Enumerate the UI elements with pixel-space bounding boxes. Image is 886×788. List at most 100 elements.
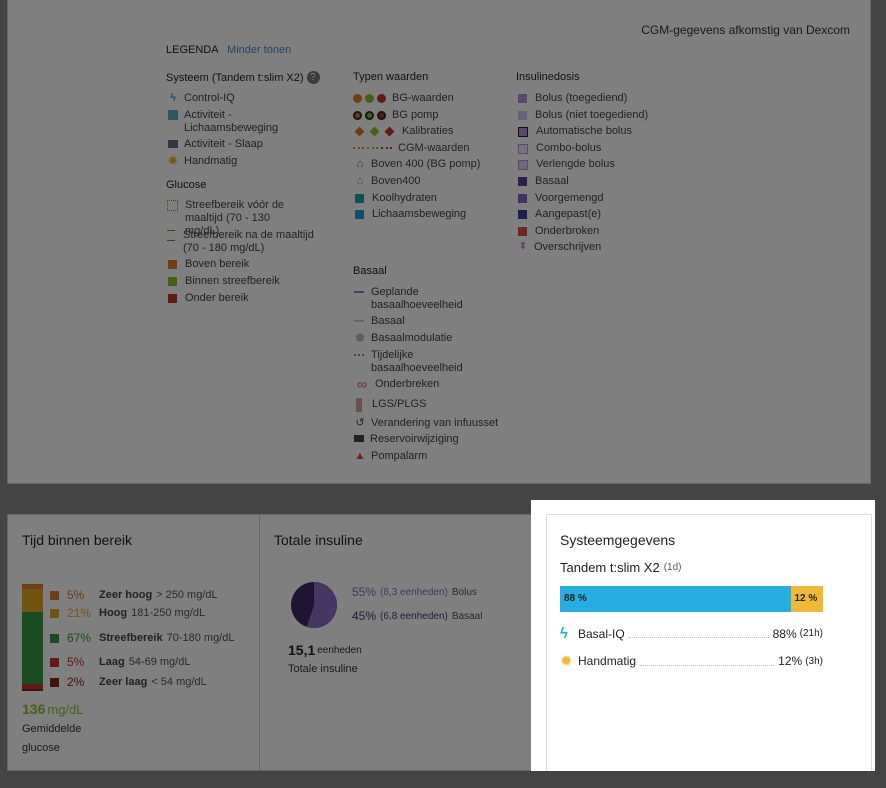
avg-glucose-unit: mg/dL	[47, 702, 84, 717]
dark-purple-square-icon	[518, 177, 527, 186]
mode-bar: 88 % 12 %	[560, 586, 823, 612]
gray-line-icon	[354, 320, 364, 322]
tir-bar-segment	[22, 611, 43, 684]
tir-label: Laag	[99, 656, 125, 668]
device-period: (1d)	[663, 562, 682, 573]
outlined-purple-square-icon	[518, 127, 528, 137]
tir-range: 181-250 mg/dL	[131, 607, 206, 619]
orange-square-icon	[168, 260, 177, 269]
legend-header: LEGENDA Minder tonen	[166, 44, 291, 56]
total-insulin-value-row: 15,1 eenheden	[288, 642, 362, 658]
navy-square-icon	[518, 210, 527, 219]
tir-title: Tijd binnen bereik	[22, 532, 132, 548]
tir-label: Hoog	[99, 607, 128, 619]
legend-in-range: Binnen streefbereik	[166, 275, 280, 288]
legend-activity-sleep: Activiteit - Slaap	[166, 138, 263, 151]
basal-row: 45% (6,8 eenheden) Basaal	[352, 609, 482, 623]
house-icon: ⬟	[355, 332, 365, 344]
lightning-icon: ϟ	[170, 92, 176, 104]
legend-bolus-undelivered: Bolus (niet toegediend)	[516, 109, 648, 122]
device-name: Tandem t:slim X2	[560, 560, 660, 575]
legend-adjusted: Aangepast(e)	[516, 208, 601, 221]
basal-iq-row: ϟ Basal-IQ 88% (21h)	[560, 625, 823, 642]
cgm-source-label: CGM-gegevens afkomstig van Dexcom	[641, 23, 850, 37]
dotted-leader	[640, 657, 775, 666]
basal-iq-label: Basal-IQ	[578, 626, 625, 641]
tir-row: 2% Zeer laag < 54 mg/dL	[50, 675, 207, 689]
bg-dots-icon	[353, 92, 386, 104]
legend-bolus-delivered: Bolus (toegediend)	[516, 92, 627, 105]
avg-glucose-label-1: Gemiddelde	[22, 723, 82, 735]
basal-units: (6,8 eenheden)	[380, 610, 448, 622]
legend-infusion-change: ↺ Verandering van infuusset	[353, 417, 498, 430]
legend-bg-pump: BG pomp	[353, 109, 438, 122]
outline-square-icon	[518, 144, 528, 154]
legend-cgm-values: CGM-waarden	[353, 142, 470, 155]
tir-row: 21% Hoog 181-250 mg/dL	[50, 606, 205, 620]
basal-heading: Basaal	[353, 265, 387, 277]
glucose-heading: Glucose	[166, 179, 207, 191]
violet-square-icon	[518, 194, 527, 203]
legend-interrupted: Onderbroken	[516, 225, 599, 238]
cgm-dashes-icon	[353, 142, 392, 154]
tir-range: 70-180 mg/dL	[166, 632, 235, 644]
infinity-icon: ∞	[357, 376, 367, 392]
avg-glucose-value: 136	[22, 701, 46, 717]
legend-toggle-link[interactable]: Minder tonen	[227, 44, 292, 56]
insulin-title: Totale insuline	[274, 532, 363, 548]
tir-row: 5% Zeer hoog > 250 mg/dL	[50, 588, 218, 602]
tir-stacked-bar	[22, 584, 43, 691]
system-heading-text: Systeem (Tandem t:slim X2)	[166, 71, 304, 84]
legend-premixed: Voorgemengd	[516, 192, 604, 205]
reservoir-icon	[354, 435, 364, 442]
legend-extended-bolus: Verlengde bolus	[516, 158, 615, 172]
tir-row: 67% Streefbereik 70-180 mg/dL	[50, 631, 234, 645]
legend-control-iq: ϟ Control-IQ	[166, 92, 235, 105]
system-heading: Systeem (Tandem t:slim X2) ?	[166, 71, 320, 84]
tir-swatch	[50, 657, 59, 667]
tir-swatch	[50, 590, 59, 600]
legend-override: ⬍ Overschrijven	[516, 241, 601, 254]
dotted-line-icon	[354, 354, 364, 356]
warning-icon: ▲	[354, 450, 366, 462]
tir-label: Zeer laag	[99, 676, 148, 688]
help-icon[interactable]: ?	[306, 71, 320, 84]
manual-dur: (3h)	[805, 655, 823, 667]
up-down-arrow-icon: ⬍	[518, 241, 528, 252]
tir-label: Streefbereik	[99, 632, 163, 644]
basal-iq-dur: (21h)	[799, 628, 823, 639]
mode-bar-auto: 88 %	[560, 586, 792, 612]
total-insulin-unit: eenheden	[317, 644, 362, 656]
red-square-icon	[168, 294, 177, 303]
refresh-icon: ↺	[355, 417, 365, 429]
runner-icon	[168, 110, 178, 120]
tir-pct: 21%	[67, 606, 92, 620]
lavender-square-icon	[518, 160, 528, 170]
tir-bar-segment	[22, 688, 43, 691]
manual-row: ✹ Handmatig 12% (3h)	[560, 652, 823, 670]
tir-row: 5% Laag 54-69 mg/dL	[50, 655, 190, 669]
tir-pct: 2%	[67, 675, 85, 689]
dotted-range-icon	[167, 200, 178, 211]
bg-pump-dots-icon	[353, 109, 386, 121]
total-insulin-value: 15,1	[288, 642, 316, 658]
bolus-row: 55% (8,3 eenheden) Bolus	[352, 585, 477, 599]
manual-pct: 12%	[778, 654, 803, 668]
dotted-leader	[628, 629, 769, 638]
bed-icon	[168, 140, 178, 148]
tir-bar-segment	[22, 589, 43, 612]
bolus-label: Bolus	[451, 586, 477, 598]
legend-target-postmeal: Streefbereik na de maaltijd (70 - 180 mg…	[166, 229, 316, 255]
light-purple-square-icon	[518, 111, 527, 120]
legend-activity-exercise: Activiteit - Lichaamsbeweging	[166, 109, 296, 135]
legend-auto-bolus: Automatische bolus	[516, 125, 632, 139]
tir-swatch	[50, 608, 59, 618]
system-data-title: Systeemgegevens	[560, 532, 676, 548]
gear-icon: ✹	[167, 153, 179, 168]
avg-glucose-label-2: glucose	[22, 742, 60, 754]
tir-pct: 5%	[67, 655, 85, 669]
tir-range: 54-69 mg/dL	[128, 656, 191, 668]
time-in-range-card: Tijd binnen bereik 5% Zeer hoog > 250 mg/d…	[7, 514, 260, 771]
insulin-heading: Insulinedosis	[516, 71, 580, 83]
legend-manual: ✹ Handmatig	[167, 153, 238, 168]
